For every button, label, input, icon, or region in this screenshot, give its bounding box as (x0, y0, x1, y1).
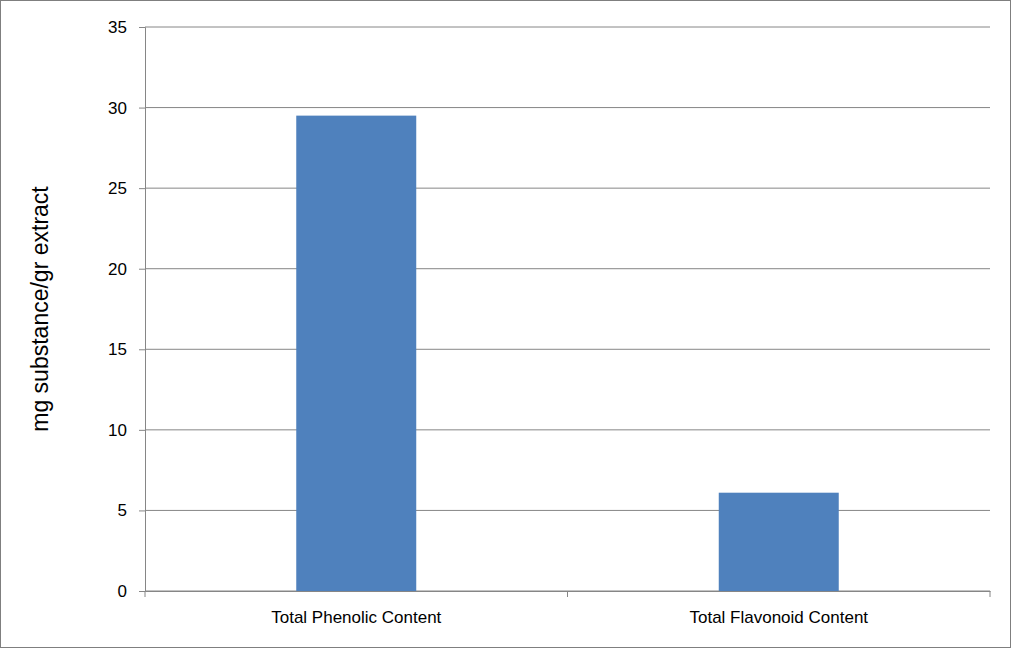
x-tick-label: Total Phenolic Content (271, 608, 441, 627)
grid-line (145, 349, 990, 350)
plot: 05101520253035Total Phenolic ContentTota… (108, 18, 990, 627)
x-tick: Total Phenolic Content (271, 591, 441, 627)
y-tick-label: 20 (108, 260, 127, 279)
bars (296, 116, 838, 591)
x-separator (145, 591, 146, 597)
frame (1, 1, 1011, 648)
y-tick: 10 (108, 421, 145, 440)
x-separators (145, 591, 990, 597)
y-tick: 20 (108, 260, 145, 279)
y-tick: 0 (118, 582, 145, 601)
grid-line (145, 510, 990, 511)
y-tick: 5 (118, 501, 145, 520)
grid-line (145, 107, 990, 108)
y-tick-label: 35 (108, 18, 127, 37)
y-tick-label: 25 (108, 179, 127, 198)
y-tick-mark (139, 108, 145, 109)
bar (719, 493, 839, 591)
y-tick: 35 (108, 18, 145, 37)
y-tick-mark (139, 27, 145, 28)
x-tick: Total Flavonoid Content (689, 591, 868, 627)
x-separator (567, 591, 568, 597)
y-tick-label: 10 (108, 421, 127, 440)
grid-line (145, 268, 990, 269)
y-tick-label: 15 (108, 340, 127, 359)
y-tick-mark (139, 349, 145, 350)
y-tick-mark (139, 430, 145, 431)
chart: 05101520253035Total Phenolic ContentTota… (0, 0, 1011, 648)
y-tick: 25 (108, 179, 145, 198)
y-tick-label: 0 (118, 582, 127, 601)
y-tick: 30 (108, 99, 145, 118)
grid (145, 27, 990, 591)
y-tick-mark (139, 591, 145, 592)
x-separator (990, 591, 991, 597)
y-tick-mark (139, 269, 145, 270)
y-tick-label: 30 (108, 99, 127, 118)
grid-line (145, 429, 990, 430)
grid-line (145, 188, 990, 189)
y-axis-title: mg substance/gr extract (27, 186, 53, 432)
y-tick-mark (139, 510, 145, 511)
y-tick: 15 (108, 340, 145, 359)
y-tick-label: 5 (118, 501, 127, 520)
x-axis: Total Phenolic Content Total Flavonoid Co… (145, 591, 991, 627)
grid-line (145, 27, 990, 28)
y-axis: 0 5 10 15 20 25 30 35 (108, 18, 145, 601)
bar (296, 116, 416, 591)
y-tick-mark (139, 188, 145, 189)
x-tick-label: Total Flavonoid Content (689, 608, 868, 627)
y-axis-line (139, 28, 146, 592)
